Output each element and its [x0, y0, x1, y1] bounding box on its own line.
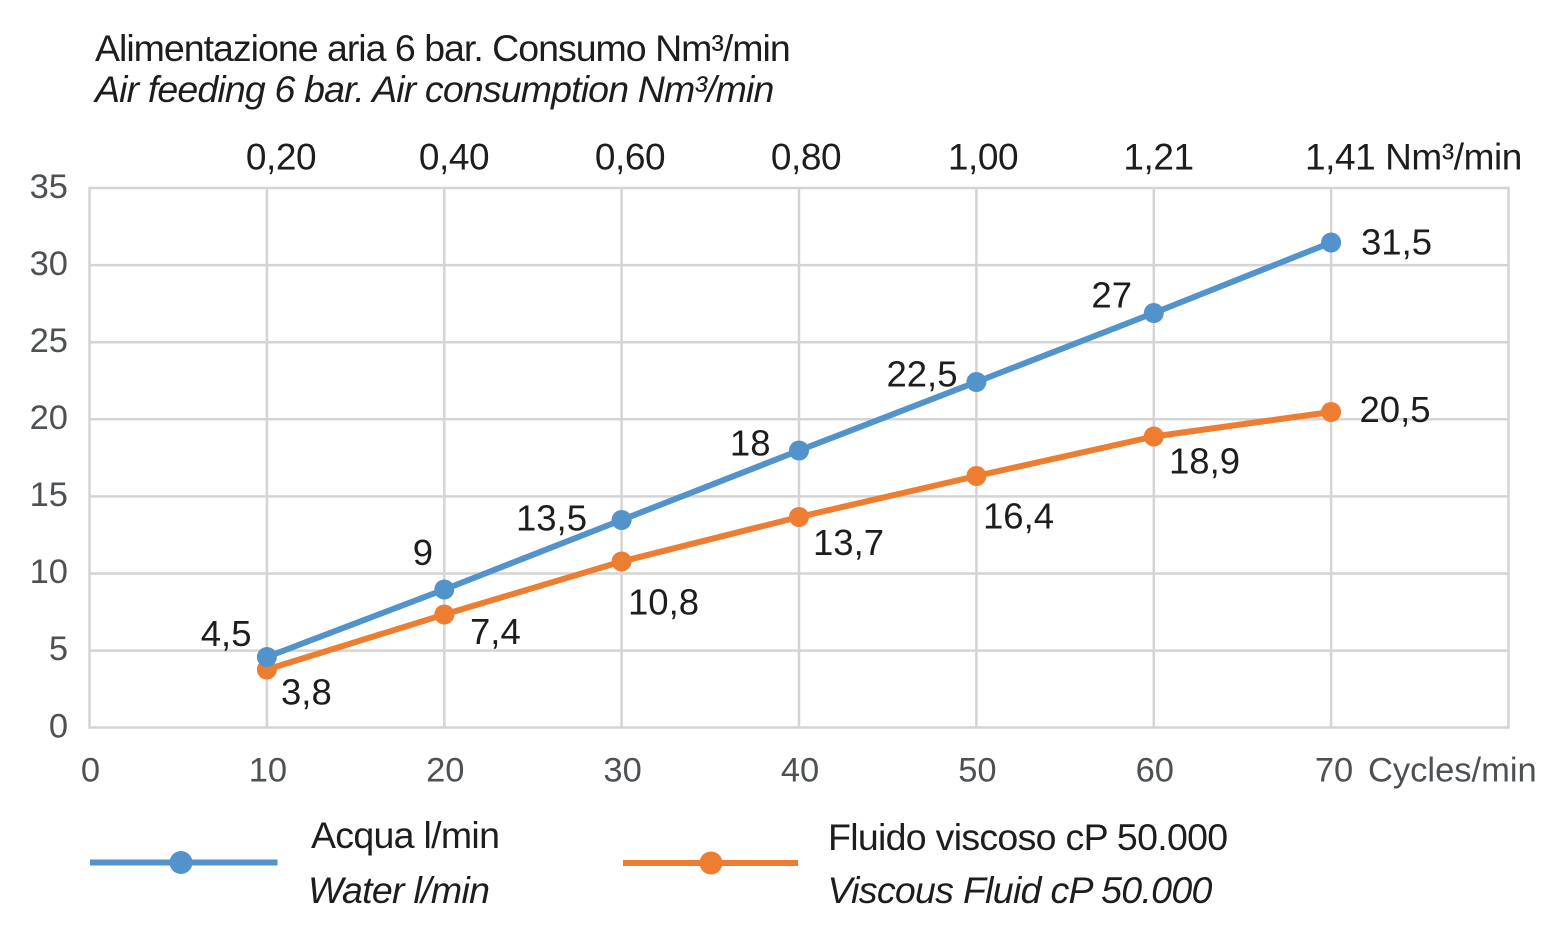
svg-text:7,4: 7,4: [470, 611, 521, 652]
svg-text:10: 10: [249, 752, 287, 790]
svg-text:5: 5: [49, 630, 68, 668]
svg-text:1,41 Nm³/min: 1,41 Nm³/min: [1305, 137, 1522, 178]
svg-text:10: 10: [30, 553, 68, 591]
svg-text:50: 50: [958, 752, 996, 790]
svg-text:0: 0: [49, 708, 68, 746]
svg-text:1,21: 1,21: [1123, 137, 1193, 178]
svg-text:40: 40: [781, 752, 819, 790]
svg-text:16,4: 16,4: [983, 496, 1054, 537]
svg-text:70: 70: [1315, 752, 1353, 790]
svg-text:1,00: 1,00: [948, 137, 1018, 178]
svg-text:25: 25: [30, 322, 68, 360]
svg-text:13,7: 13,7: [813, 522, 884, 563]
svg-text:Water l/min: Water l/min: [308, 869, 489, 911]
svg-text:35: 35: [30, 168, 68, 206]
svg-text:31,5: 31,5: [1361, 222, 1432, 263]
svg-text:13,5: 13,5: [516, 498, 587, 539]
svg-text:30: 30: [30, 245, 68, 283]
svg-text:10,8: 10,8: [628, 582, 699, 623]
svg-text:60: 60: [1136, 752, 1174, 790]
svg-text:Air feeding 6 bar. Air consump: Air feeding 6 bar. Air consumption Nm³/m…: [93, 68, 773, 110]
svg-text:15: 15: [30, 476, 68, 514]
svg-text:0: 0: [81, 752, 100, 790]
svg-text:Alimentazione aria 6 bar. Cons: Alimentazione aria 6 bar. Consumo Nm³/mi…: [95, 27, 790, 69]
svg-text:Acqua l/min: Acqua l/min: [311, 814, 499, 856]
svg-text:0,40: 0,40: [419, 137, 489, 178]
svg-text:30: 30: [603, 752, 641, 790]
svg-text:27: 27: [1091, 275, 1132, 316]
svg-text:Fluido viscoso cP 50.000: Fluido viscoso cP 50.000: [828, 816, 1227, 858]
svg-text:20,5: 20,5: [1360, 389, 1431, 430]
svg-text:18,9: 18,9: [1169, 441, 1240, 482]
svg-text:20: 20: [30, 399, 68, 437]
svg-text:3,8: 3,8: [281, 672, 332, 713]
svg-text:4,5: 4,5: [201, 613, 252, 654]
svg-text:0,60: 0,60: [595, 137, 665, 178]
svg-text:0,80: 0,80: [771, 137, 841, 178]
svg-text:22,5: 22,5: [886, 354, 957, 395]
svg-text:20: 20: [426, 752, 464, 790]
svg-text:0,20: 0,20: [246, 137, 316, 178]
svg-text:Viscous Fluid cP 50.000: Viscous Fluid cP 50.000: [828, 869, 1213, 911]
svg-text:Cycles/min: Cycles/min: [1368, 752, 1537, 790]
svg-text:18: 18: [730, 423, 771, 464]
svg-text:9: 9: [413, 532, 433, 573]
